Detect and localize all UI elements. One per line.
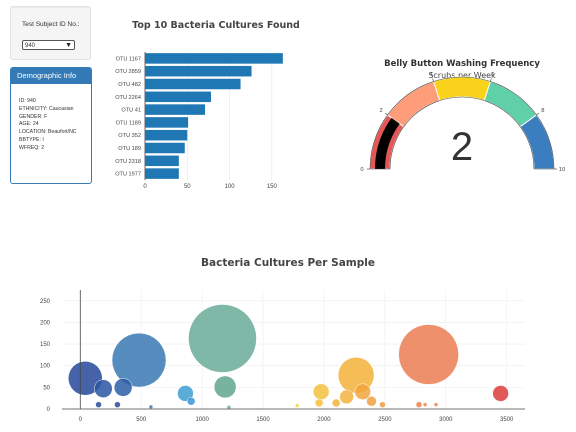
bar[interactable] xyxy=(145,53,283,64)
bar-y-tick-label: OTU 2859 xyxy=(115,69,141,75)
bar-y-tick-label: OTU 1189 xyxy=(116,120,141,126)
demographic-line: LOCATION: Beaufort/NC xyxy=(19,129,77,136)
bar-x-tick-label: 0 xyxy=(143,184,147,190)
bar-y-tick-label: OTU 1977 xyxy=(115,172,141,178)
demographic-line: BBTYPE: I xyxy=(19,136,44,143)
bar[interactable] xyxy=(145,129,188,141)
subject-selector-panel: Test Subject ID No.: 940 ▼ xyxy=(10,6,91,60)
bar[interactable] xyxy=(145,168,179,179)
bar-y-tick-label: OTU 482 xyxy=(118,82,141,88)
bar[interactable] xyxy=(145,104,206,115)
bar[interactable] xyxy=(145,91,211,103)
bar-y-tick-label: OTU 1167 xyxy=(116,56,141,62)
bar-x-tick-label: 100 xyxy=(225,184,236,190)
demographic-line: ETHNICITY: Caucasian xyxy=(19,105,74,112)
bar-chart-title: Top 10 Bacteria Cultures Found xyxy=(132,20,300,31)
bar-y-tick-label: OTU 2264 xyxy=(115,95,141,101)
demographic-info-body: ID: 940 ETHNICITY: Caucasian GENDER: F A… xyxy=(11,84,91,153)
chevron-down-icon: ▼ xyxy=(65,42,72,49)
subject-selector-label: Test Subject ID No.: xyxy=(22,21,80,28)
subject-id-select[interactable]: 940 ▼ xyxy=(22,40,75,50)
bar-x-tick-label: 150 xyxy=(267,184,278,190)
bar-x-tick-label: 50 xyxy=(184,184,191,190)
bar-y-tick-label: OTU 189 xyxy=(118,146,141,152)
demographic-line: AGE: 24 xyxy=(19,121,39,128)
bar[interactable] xyxy=(145,142,185,154)
bar[interactable] xyxy=(145,117,189,128)
bar-y-tick-label: OTU 352 xyxy=(118,133,141,139)
subject-id-select-value: 940 xyxy=(25,43,36,49)
bar[interactable] xyxy=(145,65,252,77)
bar[interactable] xyxy=(145,155,179,167)
demographic-info-heading: Demographic Info xyxy=(11,68,91,84)
demographic-line: ID: 940 xyxy=(19,98,36,104)
demographic-line: GENDER: F xyxy=(19,113,48,120)
demographic-line: WFREQ: 2 xyxy=(19,144,45,151)
bar-y-tick-label: OTU 41 xyxy=(121,108,141,114)
demographic-info-panel: Demographic Info ID: 940 ETHNICITY: Cauc… xyxy=(10,67,92,184)
bar-y-tick-label: OTU 2318 xyxy=(115,159,141,165)
bar[interactable] xyxy=(145,78,241,90)
